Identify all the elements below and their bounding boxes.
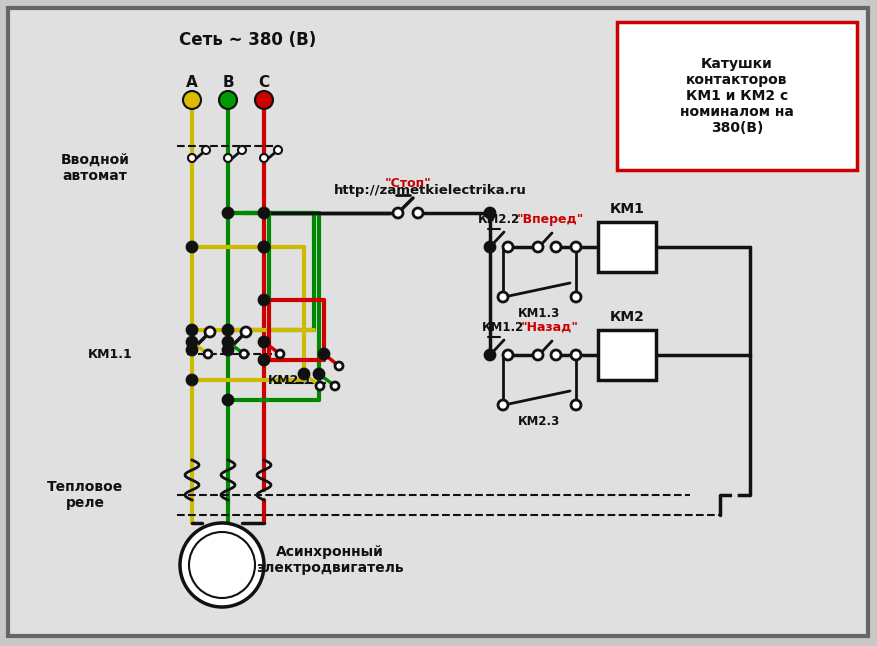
Circle shape: [187, 325, 197, 335]
Bar: [617, 22, 857, 170]
Circle shape: [259, 337, 269, 347]
Circle shape: [187, 375, 197, 385]
Circle shape: [551, 350, 561, 360]
Text: Тепловое
реле: Тепловое реле: [46, 480, 123, 510]
Circle shape: [224, 154, 232, 162]
Circle shape: [571, 400, 581, 410]
Circle shape: [314, 369, 324, 379]
Circle shape: [571, 350, 581, 360]
Text: А: А: [186, 74, 198, 90]
Text: КМ2: КМ2: [610, 310, 645, 324]
Circle shape: [240, 350, 248, 358]
Text: Катушки
контакторов
КМ1 и КМ2 с
номиналом на
380(В): Катушки контакторов КМ1 и КМ2 с номинало…: [680, 57, 794, 136]
Circle shape: [205, 327, 215, 337]
Circle shape: [413, 208, 423, 218]
Circle shape: [183, 91, 201, 109]
Bar: [598, 330, 656, 380]
Text: КМ2.3: КМ2.3: [518, 415, 560, 428]
Circle shape: [219, 91, 237, 109]
Circle shape: [503, 350, 513, 360]
Text: В: В: [222, 74, 234, 90]
Text: КМ1.3: КМ1.3: [518, 306, 560, 320]
Circle shape: [255, 91, 273, 109]
Circle shape: [259, 208, 269, 218]
Circle shape: [204, 350, 212, 358]
Circle shape: [223, 208, 233, 218]
Circle shape: [533, 350, 543, 360]
Circle shape: [485, 208, 495, 218]
Circle shape: [276, 350, 284, 358]
Text: КМ1: КМ1: [610, 202, 645, 216]
Circle shape: [259, 242, 269, 252]
Circle shape: [223, 345, 233, 355]
Text: Асинхронный
электродвигатель: Асинхронный электродвигатель: [256, 545, 403, 575]
Text: КМ1.2: КМ1.2: [482, 320, 524, 333]
Circle shape: [187, 345, 197, 355]
Text: "Назад": "Назад": [521, 320, 579, 333]
Circle shape: [316, 382, 324, 390]
Text: "Стоп": "Стоп": [385, 176, 431, 189]
Circle shape: [335, 362, 343, 370]
Circle shape: [259, 295, 269, 305]
Text: http://zametkielectrika.ru: http://zametkielectrika.ru: [333, 183, 526, 196]
Circle shape: [503, 242, 513, 252]
Circle shape: [238, 146, 246, 154]
Circle shape: [551, 242, 561, 252]
Text: КМ2.2: КМ2.2: [478, 213, 520, 225]
Text: Вводной
автомат: Вводной автомат: [61, 153, 130, 183]
Circle shape: [202, 146, 210, 154]
Circle shape: [498, 292, 508, 302]
Circle shape: [319, 349, 329, 359]
Circle shape: [260, 154, 268, 162]
Circle shape: [189, 532, 255, 598]
Circle shape: [188, 154, 196, 162]
Text: КМ2.1: КМ2.1: [267, 373, 312, 386]
Circle shape: [393, 208, 403, 218]
Text: Сеть ~ 380 (В): Сеть ~ 380 (В): [180, 31, 317, 49]
Circle shape: [187, 337, 197, 347]
Text: С: С: [259, 74, 269, 90]
Circle shape: [485, 350, 495, 360]
Circle shape: [274, 146, 282, 154]
Circle shape: [259, 242, 269, 252]
Text: "Вперед": "Вперед": [517, 213, 584, 225]
Bar: [598, 222, 656, 272]
Circle shape: [223, 325, 233, 335]
Circle shape: [533, 242, 543, 252]
Circle shape: [180, 523, 264, 607]
Circle shape: [259, 355, 269, 365]
Circle shape: [331, 382, 339, 390]
Circle shape: [571, 292, 581, 302]
Circle shape: [223, 337, 233, 347]
Circle shape: [241, 327, 251, 337]
Circle shape: [223, 395, 233, 405]
Text: КМ1.1: КМ1.1: [88, 348, 132, 360]
Circle shape: [299, 369, 309, 379]
Circle shape: [485, 242, 495, 252]
Circle shape: [571, 242, 581, 252]
Circle shape: [187, 242, 197, 252]
Circle shape: [498, 400, 508, 410]
